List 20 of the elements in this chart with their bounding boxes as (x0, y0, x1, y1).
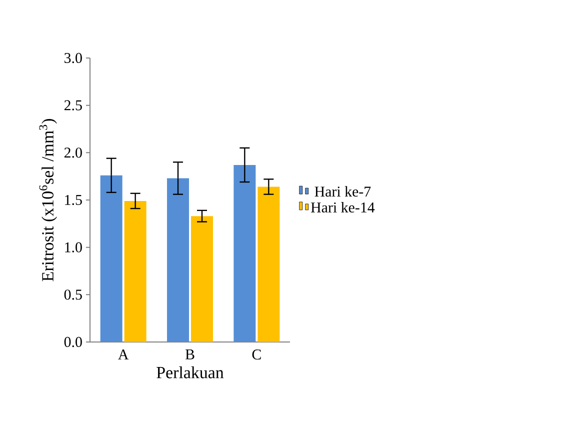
bar (234, 164, 256, 342)
y-tick-label: 0.5 (64, 290, 82, 300)
y-tick-label: 2.0 (64, 148, 82, 158)
bar (190, 216, 213, 342)
x-tick-label: A (118, 350, 129, 360)
bar (124, 200, 146, 342)
bar (258, 186, 280, 342)
y-axis-title: Eritrosit (x10$^{6}$sel /mm$^{3}$) (39, 119, 57, 282)
y-tick-label: 1.0 (65, 242, 82, 252)
y-tick-label: 2.5 (64, 100, 82, 110)
bar (167, 178, 190, 342)
y-tick-label: 1.5 (65, 194, 82, 206)
x-tick-label: C (252, 350, 261, 360)
legend-label: Hari ke-7 (314, 186, 371, 197)
y-tick-label: 3.0 (64, 52, 82, 64)
x-tick-label: B (185, 350, 194, 360)
legend-label: Hari ke-14 (310, 202, 375, 212)
y-tick-label: 0.0 (64, 336, 82, 348)
x-axis-title: Perlakuan (156, 366, 224, 378)
bar (100, 175, 122, 342)
